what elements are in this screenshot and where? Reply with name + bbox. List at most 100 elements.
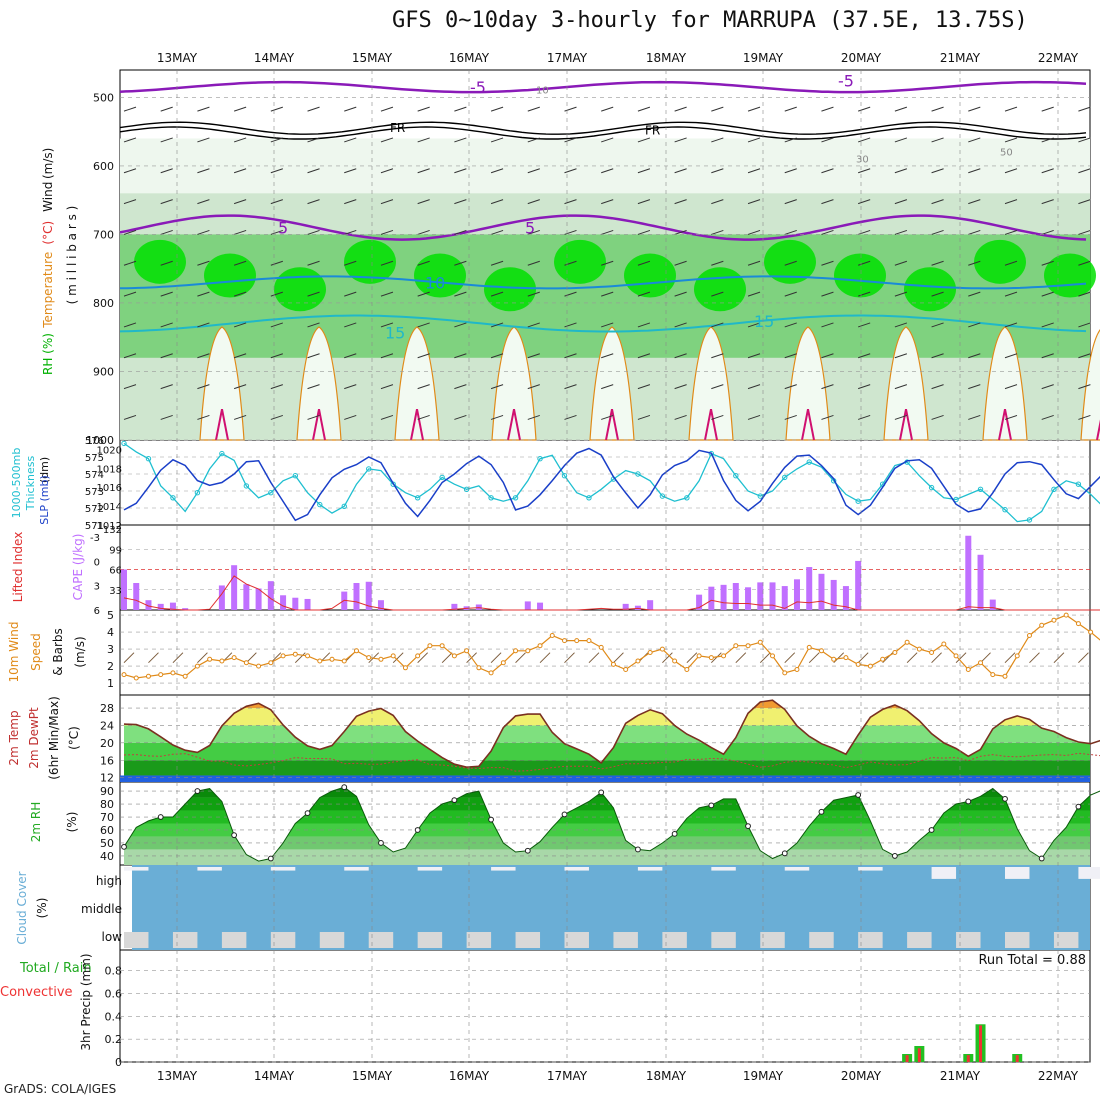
dry-column xyxy=(589,326,635,441)
wind-barb-10m xyxy=(686,652,698,664)
wind-barb xyxy=(601,199,614,205)
wind-speed-point xyxy=(696,653,702,659)
wind-barb-10m xyxy=(906,652,918,664)
wind-barb-10m xyxy=(588,652,600,664)
thickness-ylabel-unit: (dm) xyxy=(38,457,51,483)
wind-barb xyxy=(674,168,687,174)
wind-barb xyxy=(858,106,871,112)
dry-column xyxy=(296,326,342,441)
wind-speed-point xyxy=(476,665,482,671)
cloud-low-clear xyxy=(417,932,443,948)
wind-barb xyxy=(1078,137,1091,143)
wind-speed-point xyxy=(280,653,286,659)
wind-barb xyxy=(858,229,871,235)
chart-title: GFS 0~10day 3-hourly for MARRUPA (37.5E,… xyxy=(392,8,1028,33)
cape-bar xyxy=(806,567,813,610)
wind-barb xyxy=(674,384,687,390)
wind-barb xyxy=(380,291,394,297)
thickness-ylabel-range: 1000-500mb xyxy=(10,448,23,519)
wind-barb xyxy=(637,353,651,359)
wind-barb xyxy=(417,106,430,112)
thickness-point xyxy=(170,495,176,501)
slp-ylabel: SLP (mb) xyxy=(38,475,51,525)
wind-speed-point xyxy=(818,648,824,654)
wind-barb xyxy=(564,322,577,328)
cloud-low-clear xyxy=(662,932,687,948)
wind-barb xyxy=(894,229,908,235)
isotherm-minus5 xyxy=(119,80,1087,94)
date-label-bottom: 14MAY xyxy=(254,1069,295,1083)
temp-contour-warm xyxy=(998,408,1012,441)
wind-barb xyxy=(454,260,467,266)
wind-barb xyxy=(931,291,944,297)
cape-bar xyxy=(280,595,287,610)
wind-speed-point xyxy=(831,656,837,662)
wind-barb xyxy=(1041,229,1054,235)
wind-barb xyxy=(490,168,504,174)
wind-barb xyxy=(1041,168,1054,174)
cloud-high-clear xyxy=(858,867,883,871)
wind-barb xyxy=(637,291,651,297)
wind-barb xyxy=(711,229,724,235)
rh-ylabel-b: (%) xyxy=(65,812,79,833)
wind-barb xyxy=(858,291,871,297)
dewpoint-line xyxy=(123,752,1100,772)
rh-tick: 80 xyxy=(100,798,114,811)
wind-barb xyxy=(197,229,210,235)
wind-barb xyxy=(380,137,394,143)
wind-barb xyxy=(894,353,908,359)
label-freezing-2: FR xyxy=(645,123,660,137)
wind-speed-point xyxy=(170,670,176,676)
wind-barb xyxy=(931,322,944,328)
wind-barb xyxy=(344,414,357,420)
rh-point xyxy=(194,788,201,794)
wind-speed-point xyxy=(1014,653,1020,659)
cape-bar xyxy=(769,582,776,610)
wind-barb xyxy=(233,384,247,390)
thickness-tick: 575 xyxy=(85,453,104,464)
wind-barb xyxy=(1004,168,1018,174)
cape-bar xyxy=(365,581,372,610)
wind-barb xyxy=(894,106,908,112)
temp-ylabel-a: 2m Temp xyxy=(7,710,21,765)
rh-point xyxy=(781,850,788,857)
wind-speed-point xyxy=(1088,629,1094,635)
wind-barb xyxy=(344,322,357,328)
cloud-high-clear xyxy=(417,867,443,871)
wind-barb xyxy=(123,199,137,205)
cape-panel: -3 0 3 6 132 99 66 33 Lifted Index CAPE (J/kg) xyxy=(11,525,1100,617)
cloud-low-clear xyxy=(124,932,149,948)
cape-tick: 33 xyxy=(109,586,122,597)
wind-barb xyxy=(380,322,394,328)
wind-barb xyxy=(564,229,577,235)
wind-speed-point xyxy=(268,660,274,666)
wind-speed-point xyxy=(427,643,433,649)
wind-speed-point xyxy=(806,644,812,650)
cape-bar xyxy=(133,583,140,610)
wind-speed-point xyxy=(525,648,531,654)
wind-barb xyxy=(1004,384,1018,390)
temp-tick: 16 xyxy=(100,754,114,767)
li-tick: 3 xyxy=(94,582,100,593)
wind-barb xyxy=(564,106,577,112)
rh-ylabel-a: 2m RH xyxy=(29,802,43,843)
wind-tick: 2 xyxy=(107,660,114,673)
temp-tick: 20 xyxy=(100,737,114,750)
temp-contour-warm xyxy=(605,408,619,441)
wind-barb xyxy=(527,384,540,390)
cloud-high-clear xyxy=(270,867,296,871)
wind-barb xyxy=(490,322,504,328)
wind-barb xyxy=(527,168,540,174)
wind-barb xyxy=(674,137,687,143)
wind-barb xyxy=(784,199,797,205)
wind-barb xyxy=(784,260,797,266)
wind-barb xyxy=(454,414,467,420)
thickness-point xyxy=(537,456,543,462)
wind-barb xyxy=(307,137,320,143)
wind-speed-point xyxy=(378,656,384,662)
wind-barb xyxy=(270,353,283,359)
wind-barb xyxy=(123,291,137,297)
thickness-ylabel: Thickness xyxy=(24,456,37,512)
wind-barb xyxy=(674,229,687,235)
wind-barb xyxy=(711,168,724,174)
